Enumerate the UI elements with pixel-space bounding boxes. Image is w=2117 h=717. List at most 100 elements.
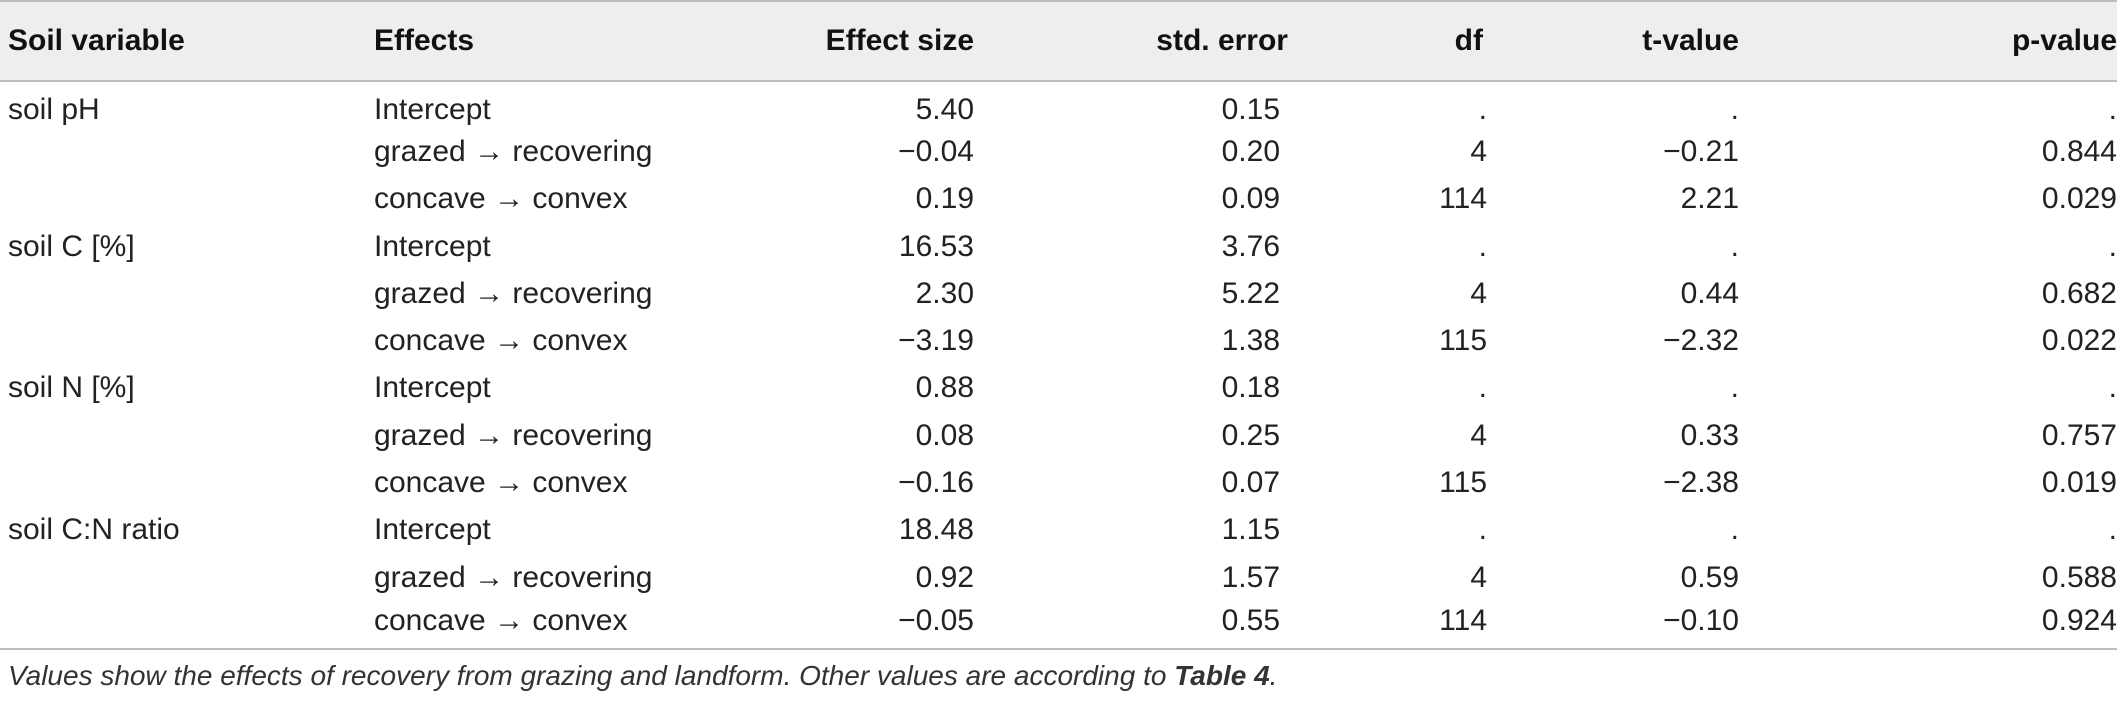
cell-p-value: . (2108, 93, 2117, 127)
cell-std-error: 5.22 (1221, 276, 1280, 310)
cell-std-error: 0.25 (1221, 418, 1280, 452)
cell-effect-size: −3.19 (898, 324, 974, 358)
cell-p-value: . (2108, 229, 2117, 263)
cell-effect: Intercept (374, 513, 491, 547)
cell-p-value: 0.588 (2041, 560, 2117, 594)
header-row: Soil variable Effects Effect size std. e… (0, 0, 2117, 82)
cell-df: 114 (1439, 182, 1487, 216)
header-effects: Effects (374, 0, 774, 82)
header-t-value: t-value (1519, 0, 1799, 82)
table-row: concave → convex −0.16 0.07 115 −2.38 0.019 (0, 459, 2117, 506)
cell-effect-size: −0.04 (898, 134, 974, 168)
cell-p-value: 0.682 (2041, 276, 2117, 310)
cell-std-error: 1.38 (1221, 324, 1280, 358)
cell-effect: grazed → recovering (374, 560, 653, 594)
cell-p-value: . (2108, 371, 2117, 405)
cell-p-value: 0.757 (2041, 418, 2117, 452)
cell-t-value: 0.33 (1680, 418, 1739, 452)
table-row: concave → convex −0.05 0.55 114 −0.10 0.924 (0, 601, 2117, 650)
cell-t-value: −2.38 (1663, 466, 1739, 500)
cell-effect-size: 2.30 (915, 276, 974, 310)
cell-effect-size: 16.53 (898, 229, 974, 263)
cell-effect-size: 0.19 (915, 182, 974, 216)
cell-effect: Intercept (374, 371, 491, 405)
table-row: soil C:N ratio Intercept 18.48 1.15... (0, 507, 2117, 554)
table-row: concave → convex −3.19 1.38 115 −2.32 0.022 (0, 317, 2117, 364)
cell-soil-variable: soil N [%] (8, 371, 135, 405)
cell-t-value: −0.10 (1519, 601, 1799, 650)
cell-df: . (1478, 229, 1487, 263)
cell-effect: Intercept (374, 93, 491, 127)
cell-effect: concave → convex (374, 601, 774, 650)
header-effect-size: Effect size (774, 0, 974, 82)
cell-df: . (1478, 93, 1487, 127)
cell-std-error: 1.15 (1221, 513, 1280, 547)
cell-t-value: 0.44 (1680, 276, 1739, 310)
cell-std-error: 0.09 (1221, 182, 1280, 216)
cell-p-value: 0.844 (2041, 134, 2117, 168)
cell-t-value: 2.21 (1680, 182, 1739, 216)
cell-p-value: 0.029 (2041, 182, 2117, 216)
cell-effect-size: 18.48 (898, 513, 974, 547)
table-row: soil N [%] Intercept 0.88 0.18... (0, 365, 2117, 412)
cell-soil-variable (0, 554, 374, 601)
cell-df: 115 (1439, 466, 1487, 500)
cell-t-value: −2.32 (1663, 324, 1739, 358)
cell-effect: concave → convex (374, 324, 628, 358)
cell-effect-size: −0.05 (774, 601, 974, 650)
table-row: grazed → recovering 2.30 5.22 4 0.44 0.682 (0, 270, 2117, 317)
header-df: df (1288, 0, 1519, 82)
cell-std-error: 0.20 (1221, 134, 1280, 168)
footnote-text: Values show the effects of recovery from… (8, 660, 1175, 691)
cell-soil-variable: soil pH (8, 93, 100, 127)
cell-soil-variable (0, 459, 374, 506)
cell-soil-variable (0, 412, 374, 459)
cell-df: 4 (1470, 134, 1487, 168)
table-row: concave → convex 0.19 0.09 114 2.21 0.029 (0, 176, 2117, 223)
cell-t-value: 0.59 (1680, 560, 1739, 594)
cell-p-value: 0.022 (2041, 324, 2117, 358)
cell-soil-variable: soil C [%] (8, 229, 135, 263)
cell-soil-variable: soil C:N ratio (8, 513, 180, 547)
cell-effect-size: 0.88 (915, 371, 974, 405)
cell-t-value: . (1730, 229, 1739, 263)
cell-effect-size: 0.92 (915, 560, 974, 594)
table-row: soil C [%] Intercept 16.53 3.76... (0, 223, 2117, 270)
table-row: grazed → recovering −0.04 0.20 4 −0.21 0.844 (0, 128, 2117, 175)
table-row: grazed → recovering 0.08 0.25 4 0.33 0.757 (0, 412, 2117, 459)
header-std-error: std. error (974, 0, 1288, 82)
cell-df: 4 (1470, 418, 1487, 452)
cell-t-value: . (1730, 513, 1739, 547)
cell-effect: Intercept (374, 229, 491, 263)
cell-df: . (1478, 371, 1487, 405)
header-soil-variable: Soil variable (0, 0, 374, 82)
cell-effect: grazed → recovering (374, 276, 653, 310)
cell-std-error: 0.55 (974, 601, 1288, 650)
results-table: Soil variable Effects Effect size std. e… (0, 0, 2117, 650)
cell-std-error: 0.07 (1221, 466, 1280, 500)
cell-effect-size: 5.40 (915, 93, 974, 127)
cell-t-value: −0.21 (1663, 134, 1739, 168)
cell-soil-variable (0, 176, 374, 223)
table-row: grazed → recovering 0.92 1.57 4 0.59 0.588 (0, 554, 2117, 601)
cell-soil-variable (0, 128, 374, 175)
cell-df: 4 (1470, 276, 1487, 310)
cell-std-error: 0.18 (1221, 371, 1280, 405)
cell-soil-variable (0, 601, 374, 650)
cell-df: 4 (1470, 560, 1487, 594)
footnote-end: . (1269, 660, 1278, 691)
table-footnote: Values show the effects of recovery from… (8, 660, 1277, 692)
cell-std-error: 0.15 (1221, 93, 1280, 127)
cell-soil-variable (0, 317, 374, 364)
footnote-table-ref: Table 4 (1174, 660, 1270, 691)
cell-std-error: 1.57 (1221, 560, 1280, 594)
cell-effect: concave → convex (374, 466, 628, 500)
cell-df: 114 (1288, 601, 1519, 650)
cell-t-value: . (1730, 371, 1739, 405)
cell-p-value: . (2108, 513, 2117, 547)
cell-df: . (1478, 513, 1487, 547)
cell-df: 115 (1439, 324, 1487, 358)
cell-soil-variable (0, 270, 374, 317)
cell-effect: grazed → recovering (374, 134, 653, 168)
